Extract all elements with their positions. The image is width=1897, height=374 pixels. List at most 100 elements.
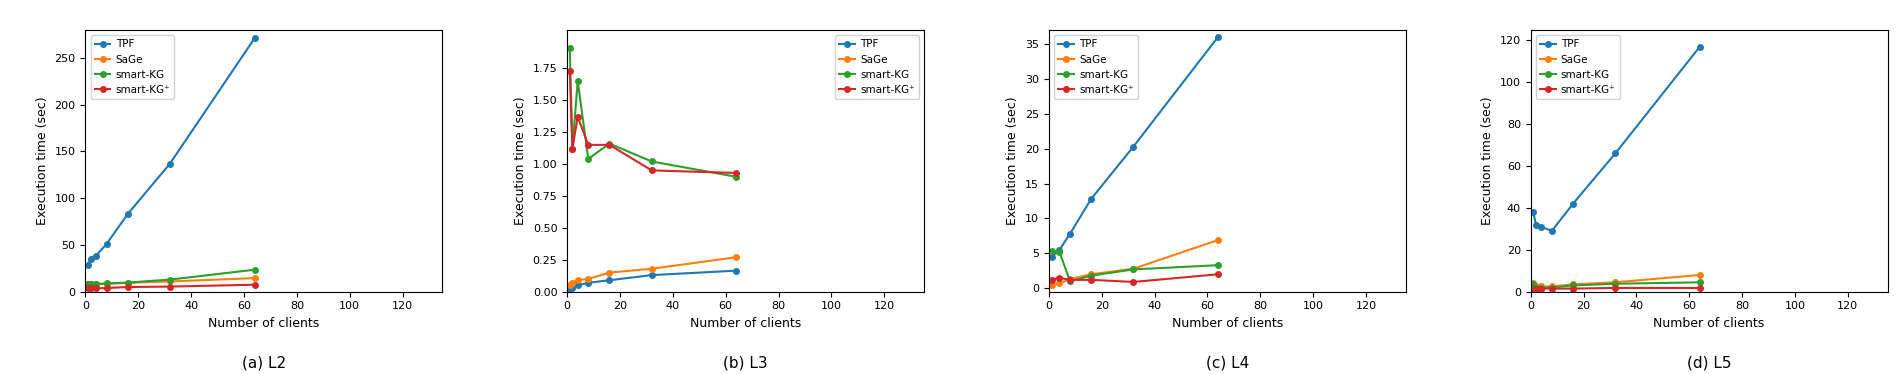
TPF (725, 269, 747, 273)
Title: (a) L2: (a) L2 (241, 355, 286, 370)
TPF (1540, 229, 1563, 233)
SaGe (1521, 281, 1544, 286)
smart-KG (116, 280, 138, 285)
SaGe (80, 282, 102, 286)
SaGe (1525, 284, 1548, 289)
smart-KG⁺ (558, 68, 580, 73)
smart-KG (85, 282, 108, 286)
SaGe (567, 278, 590, 282)
X-axis label: Number of clients: Number of clients (691, 317, 801, 330)
Line: smart-KG: smart-KG (1531, 279, 1704, 290)
TPF (577, 280, 599, 285)
TPF (1603, 151, 1626, 156)
Line: smart-KG⁺: smart-KG⁺ (1049, 272, 1222, 285)
smart-KG (1603, 282, 1626, 286)
smart-KG (1525, 285, 1548, 290)
TPF (85, 254, 108, 258)
smart-KG⁺ (1521, 286, 1544, 291)
smart-KG⁺ (116, 285, 138, 289)
smart-KG⁺ (1540, 286, 1563, 291)
TPF (1529, 224, 1552, 229)
TPF (1059, 232, 1081, 236)
TPF (116, 212, 138, 216)
smart-KG⁺ (159, 284, 182, 289)
SaGe (577, 277, 599, 281)
Line: TPF: TPF (85, 36, 258, 267)
smart-KG (1206, 263, 1229, 267)
SaGe (598, 270, 620, 275)
smart-KG (577, 157, 599, 161)
TPF (95, 242, 118, 246)
SaGe (1688, 273, 1711, 277)
SaGe (1603, 280, 1626, 285)
Line: smart-KG⁺: smart-KG⁺ (85, 282, 258, 291)
TPF (558, 286, 580, 291)
SaGe (1529, 284, 1552, 289)
Line: TPF: TPF (1049, 34, 1222, 260)
Line: SaGe: SaGe (1049, 237, 1222, 288)
smart-KG⁺ (725, 171, 747, 175)
smart-KG⁺ (1206, 272, 1229, 276)
SaGe (1047, 281, 1070, 286)
TPF (1123, 144, 1146, 149)
Title: (d) L5: (d) L5 (1686, 355, 1732, 370)
Line: SaGe: SaGe (85, 275, 258, 287)
smart-KG⁺ (1529, 286, 1552, 291)
smart-KG⁺ (1603, 286, 1626, 290)
SaGe (1561, 282, 1584, 286)
smart-KG (80, 282, 102, 286)
smart-KG⁺ (562, 147, 584, 151)
Legend: TPF, SaGe, smart-KG, smart-KG⁺: TPF, SaGe, smart-KG, smart-KG⁺ (835, 35, 918, 99)
TPF (243, 36, 266, 41)
smart-KG⁺ (1079, 278, 1102, 282)
Line: SaGe: SaGe (567, 254, 740, 288)
Line: smart-KG: smart-KG (1049, 248, 1222, 284)
TPF (1561, 202, 1584, 206)
Legend: TPF, SaGe, smart-KG, smart-KG⁺: TPF, SaGe, smart-KG, smart-KG⁺ (1055, 35, 1138, 99)
X-axis label: Number of clients: Number of clients (1654, 317, 1764, 330)
TPF (1525, 223, 1548, 227)
SaGe (95, 282, 118, 286)
smart-KG⁺ (641, 168, 664, 173)
smart-KG⁺ (1040, 278, 1062, 282)
SaGe (1059, 277, 1081, 281)
SaGe (85, 282, 108, 286)
SaGe (1079, 272, 1102, 276)
smart-KG (1561, 283, 1584, 288)
smart-KG (76, 282, 99, 286)
SaGe (1040, 283, 1062, 288)
SaGe (562, 280, 584, 285)
Legend: TPF, SaGe, smart-KG, smart-KG⁺: TPF, SaGe, smart-KG, smart-KG⁺ (1537, 35, 1620, 99)
Title: (b) L3: (b) L3 (723, 355, 768, 370)
smart-KG⁺ (95, 286, 118, 290)
TPF (1206, 35, 1229, 39)
TPF (1047, 248, 1070, 252)
smart-KG⁺ (577, 142, 599, 147)
Y-axis label: Execution time (sec): Execution time (sec) (1482, 96, 1495, 225)
smart-KG (562, 147, 584, 151)
Line: smart-KG: smart-KG (567, 45, 740, 180)
smart-KG (1059, 279, 1081, 283)
smart-KG⁺ (80, 286, 102, 291)
smart-KG (1688, 280, 1711, 285)
TPF (641, 273, 664, 278)
smart-KG⁺ (1561, 286, 1584, 291)
Y-axis label: Execution time (sec): Execution time (sec) (514, 96, 527, 225)
smart-KG (558, 46, 580, 50)
Line: smart-KG: smart-KG (85, 267, 258, 287)
Line: TPF: TPF (1531, 44, 1704, 234)
SaGe (1206, 238, 1229, 242)
SaGe (243, 276, 266, 280)
X-axis label: Number of clients: Number of clients (1172, 317, 1282, 330)
smart-KG (1047, 250, 1070, 254)
Y-axis label: Execution time (sec): Execution time (sec) (36, 96, 49, 225)
TPF (598, 278, 620, 282)
smart-KG (725, 175, 747, 179)
smart-KG⁺ (1525, 286, 1548, 291)
X-axis label: Number of clients: Number of clients (209, 317, 319, 330)
smart-KG (598, 141, 620, 146)
TPF (1688, 45, 1711, 49)
Line: smart-KG⁺: smart-KG⁺ (1531, 285, 1704, 291)
TPF (562, 286, 584, 290)
Line: SaGe: SaGe (1531, 272, 1704, 289)
